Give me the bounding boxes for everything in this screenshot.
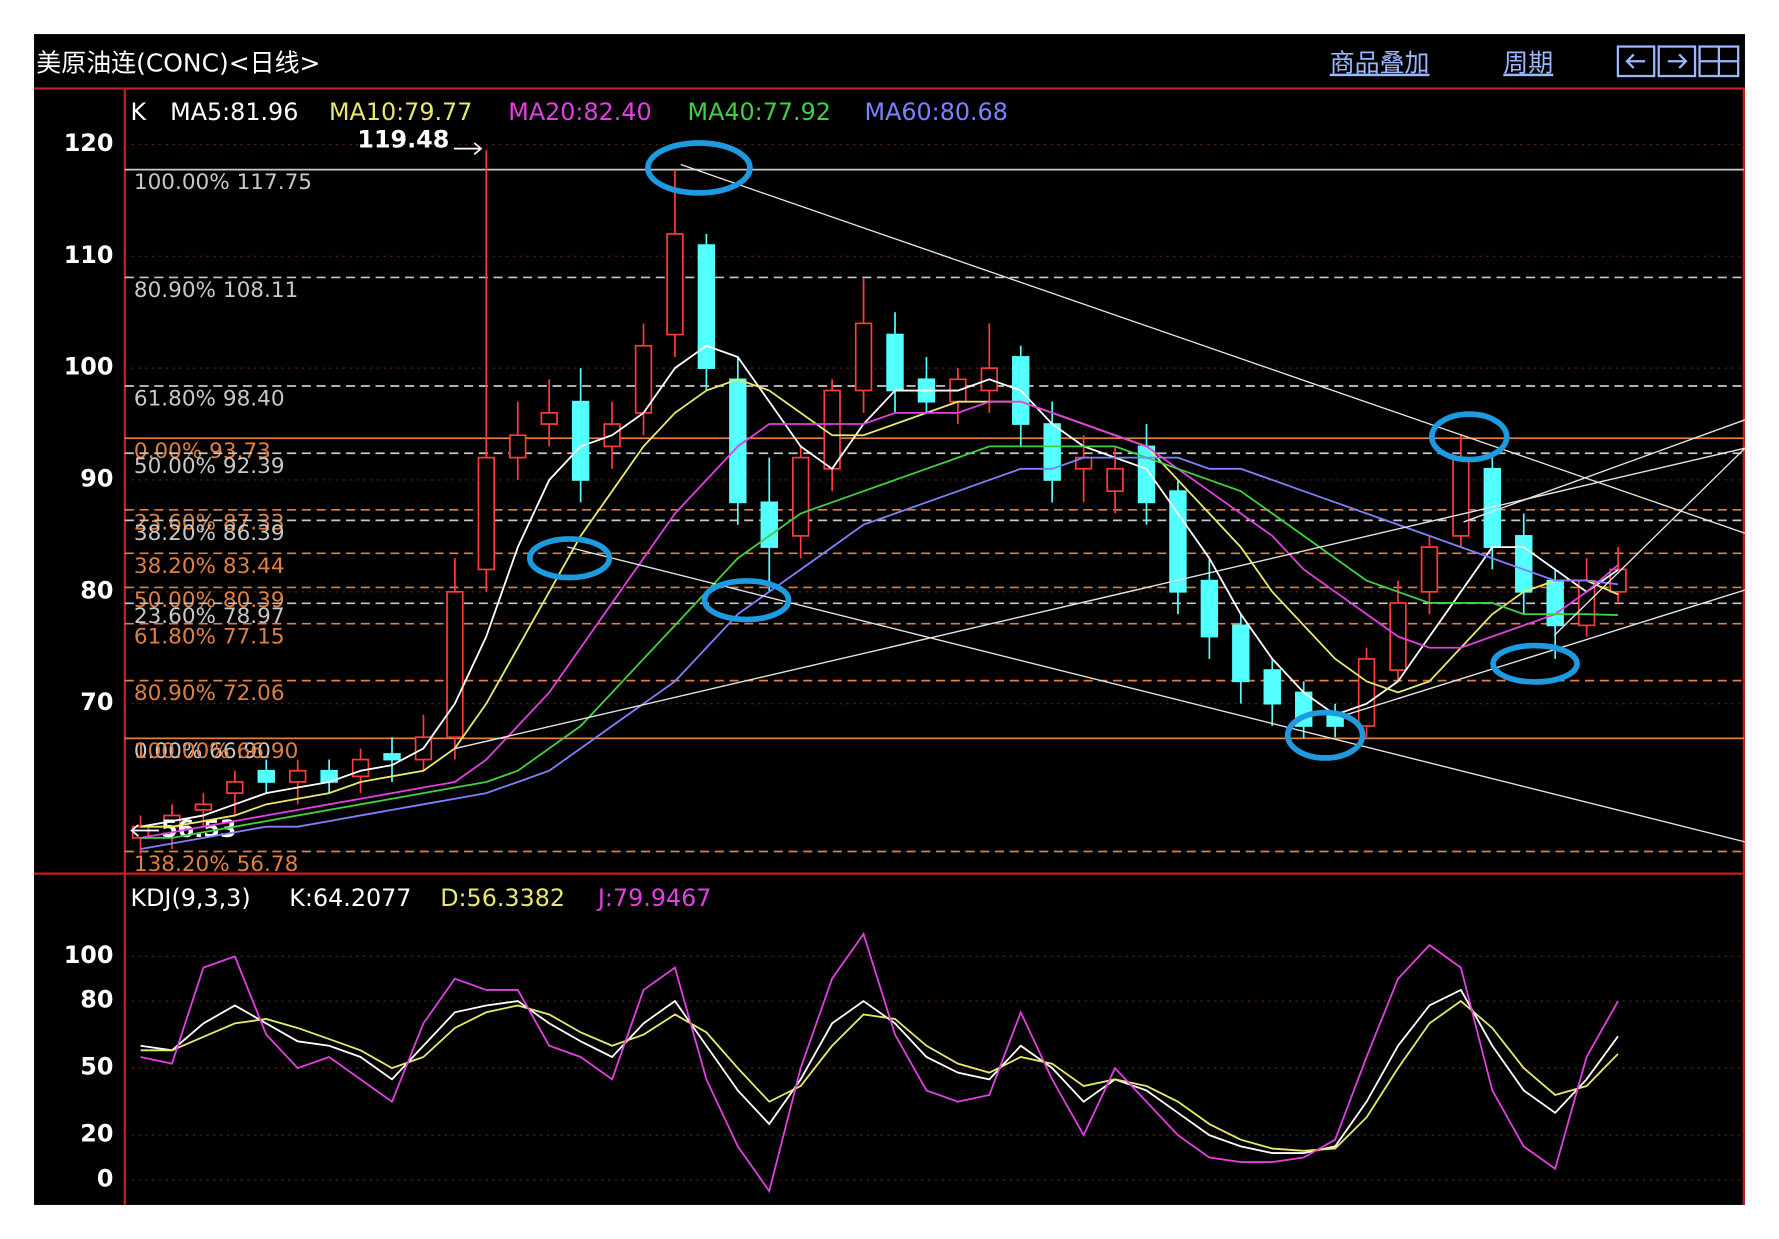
candle-body [1357, 658, 1376, 727]
y-tick-label: 80 [80, 986, 113, 1014]
candle-body [226, 781, 244, 794]
min-arrow [130, 824, 159, 837]
fib-label: 0.00% 93.73 [134, 439, 271, 464]
candle-body [1232, 624, 1250, 683]
legend-entry: MA10:79.77 [329, 98, 472, 126]
fib-label: 61.80% 98.40 [134, 387, 285, 412]
fib-label: 61.80% 77.15 [134, 624, 285, 649]
candle-body [823, 389, 841, 470]
legend-entry: K:64.2077 [289, 884, 411, 912]
candle-body [194, 803, 213, 811]
fib-label: 100.00% 117.75 [134, 170, 312, 195]
max-label: 119.48 [357, 126, 449, 154]
series-line [140, 378, 1619, 828]
fib-label: 50.00% 92.39 [134, 454, 285, 479]
fib-label: 38.20% 86.39 [134, 521, 285, 546]
candle-body [1546, 579, 1564, 627]
legend-label: K [130, 98, 147, 126]
candle-body [760, 501, 778, 548]
y-tick-label: 80 [80, 576, 113, 604]
series-line [140, 445, 1619, 839]
candle-body [257, 769, 275, 783]
legend-entry: MA60:80.68 [865, 98, 1008, 126]
y-tick-label: 110 [64, 241, 114, 269]
series-line [140, 988, 1619, 1154]
candle-body [791, 456, 810, 537]
candle-body [288, 769, 307, 783]
candle-body [1452, 456, 1470, 537]
y-tick-label: 90 [80, 464, 113, 492]
fib-label: 138.20% 56.78 [134, 852, 298, 877]
candle-body [886, 333, 904, 392]
candle-body [446, 590, 464, 739]
candle-body [571, 400, 590, 481]
window-title: 美原油连(CONC)<日线> [36, 49, 320, 78]
y-tick-label: 100 [64, 353, 114, 381]
fib-label: 50.00% 80.39 [134, 588, 285, 613]
y-tick-label: 20 [80, 1120, 113, 1148]
series-line [140, 999, 1619, 1152]
fib-label: 80.90% 108.11 [134, 278, 298, 303]
menu-overlay[interactable]: 商品叠加 [1330, 49, 1430, 78]
candle-body [383, 753, 401, 761]
candle-body [1043, 423, 1061, 481]
highlight-circles [527, 140, 1580, 761]
candle-body [666, 233, 684, 336]
candle-body [477, 456, 496, 571]
fib-label: 23.60% 87.33 [134, 510, 285, 535]
candle-body [351, 758, 370, 778]
candle-body [1106, 467, 1124, 492]
candle-body [854, 322, 873, 392]
y-tick-label: 70 [80, 688, 113, 716]
plot: 70 80 90 100 110 120 100.00% 117.75 80.90% 108.… [64, 98, 1744, 1194]
y-tick-label: 0 [97, 1164, 114, 1192]
series-line [140, 344, 1619, 828]
panel [34, 34, 1745, 1205]
series-line [140, 931, 1619, 1194]
candle-body [1420, 546, 1439, 593]
max-arrow [453, 142, 483, 155]
menu-period[interactable]: 周期 [1503, 49, 1553, 78]
fib-label: 100.00% 66.90 [134, 739, 298, 764]
trendlines [453, 163, 1746, 843]
fib-label: 23.60% 78.97 [134, 604, 285, 629]
candle-body [634, 344, 653, 414]
window-buttons[interactable] [1616, 45, 1740, 78]
legend-label: KDJ(9,3,3) [130, 884, 250, 912]
legend-entry: MA40:77.92 [688, 98, 831, 126]
candle-body [1515, 535, 1533, 593]
candle-body [1263, 669, 1281, 705]
y-tick-label: 120 [64, 129, 114, 157]
candle-body [729, 378, 747, 504]
legend-entry: D:56.3382 [440, 884, 565, 912]
legend-entry: MA20:82.40 [508, 98, 651, 126]
candle-body [509, 434, 527, 459]
candle-body [1169, 490, 1187, 593]
candle-body [540, 412, 558, 425]
candle-body [1200, 579, 1219, 638]
y-tick-label: 100 [64, 941, 114, 969]
series-line [140, 456, 1619, 850]
series-line [140, 400, 1619, 839]
legend-entry: J:79.9467 [596, 884, 712, 912]
fib-label: 80.90% 72.06 [134, 681, 285, 706]
candle-body [697, 244, 716, 369]
fib-label: 38.20% 83.44 [134, 554, 285, 579]
legend-entry: MA5:81.96 [170, 98, 298, 126]
fib-label: 0.00% 66.90 [134, 739, 271, 764]
y-tick-label: 50 [80, 1053, 113, 1081]
